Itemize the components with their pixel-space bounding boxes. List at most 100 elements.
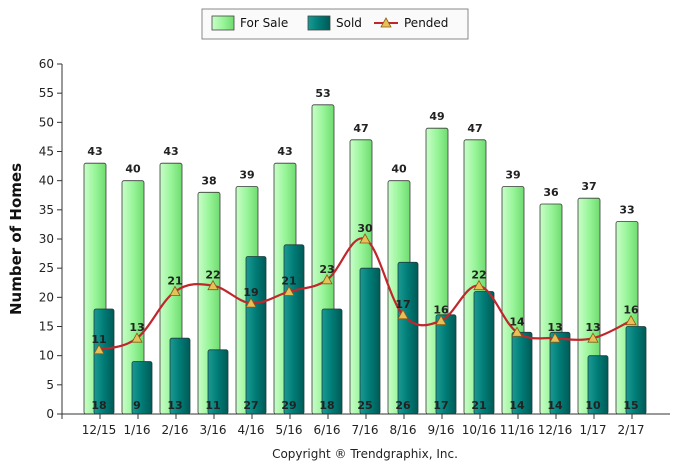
sold-value-label: 29 [281, 399, 296, 412]
pended-point [511, 326, 523, 337]
legend: For Sale Sold Pended [201, 8, 469, 40]
pended-point [473, 279, 485, 291]
y-tick-label: 40 [39, 174, 54, 188]
for-sale-value-label: 40 [125, 163, 141, 176]
y-tick-label: 55 [39, 86, 54, 100]
pended-point [587, 332, 599, 343]
y-tick-label: 35 [39, 203, 54, 217]
x-tick-label: 1/16 [124, 423, 151, 437]
pended-value-label: 19 [243, 286, 258, 299]
pended-point [283, 285, 295, 296]
for-sale-value-label: 39 [505, 169, 520, 182]
legend-label-sold: Sold [336, 16, 362, 30]
for-sale-value-label: 40 [391, 163, 407, 176]
y-tick-label: 25 [39, 261, 54, 275]
pended-value-label: 13 [129, 321, 144, 334]
pended-value-label: 21 [281, 275, 296, 288]
x-tick-label: 2/17 [618, 423, 645, 437]
pended-point [207, 279, 219, 291]
x-tick-label: 6/16 [314, 423, 341, 437]
x-tick-label: 4/16 [238, 423, 265, 437]
pended-value-label: 23 [319, 263, 334, 276]
pended-point [397, 309, 409, 320]
sold-value-label: 18 [319, 399, 334, 412]
x-tick-label: 10/16 [462, 423, 497, 437]
sold-value-label: 13 [167, 399, 182, 412]
legend-swatch-for-sale [211, 15, 235, 31]
sold-value-label: 27 [243, 399, 258, 412]
sold-bar [397, 261, 419, 415]
for-sale-value-label: 33 [619, 204, 634, 217]
pended-point [245, 297, 257, 308]
copyright-text: Copyright ® Trendgraphix, Inc. [272, 447, 458, 461]
sold-value-label: 15 [623, 399, 638, 412]
y-tick-label: 30 [39, 232, 54, 246]
sold-bar [473, 291, 495, 415]
for-sale-value-label: 37 [581, 180, 596, 193]
sold-value-label: 14 [509, 399, 525, 412]
pended-value-label: 22 [471, 269, 486, 282]
sold-value-label: 14 [547, 399, 563, 412]
pended-value-label: 21 [167, 275, 182, 288]
sold-bar [283, 244, 305, 415]
x-axis: 12/15 1/16 2/16 3/16 4/16 5/16 6/16 7/16 8/16 9/1… [61, 413, 670, 437]
sold-value-label: 26 [395, 399, 411, 412]
for-sale-value-label: 47 [353, 122, 368, 135]
for-sale-value-label: 43 [87, 145, 102, 158]
legend-swatch-sold [307, 15, 331, 31]
legend-box [201, 8, 469, 40]
pended-point [93, 344, 105, 355]
pended-point [169, 285, 181, 296]
sold-bars: 18 9 13 11 27 29 18 25 26 17 21 14 14 10 15 [91, 244, 647, 415]
y-axis: 0 5 10 15 20 25 30 35 40 45 50 55 60 [39, 57, 63, 421]
x-tick-label: 1/17 [580, 423, 607, 437]
pended-point [359, 233, 371, 244]
pended-value-label: 13 [547, 321, 562, 334]
y-tick-label: 20 [39, 290, 54, 304]
y-tick-label: 45 [39, 145, 54, 159]
x-tick-label: 9/16 [428, 423, 455, 437]
x-tick-label: 7/16 [352, 423, 379, 437]
for-sale-value-label: 53 [315, 87, 330, 100]
pended-value-label: 17 [395, 298, 410, 311]
sold-value-label: 17 [433, 399, 448, 412]
legend-label-for-sale: For Sale [240, 16, 288, 30]
for-sale-value-label: 43 [277, 145, 292, 158]
y-tick-label: 0 [46, 407, 54, 421]
pended-point [321, 274, 333, 285]
y-axis-label: Number of Homes [7, 163, 25, 315]
x-tick-label: 12/16 [538, 423, 573, 437]
pended-value-label: 14 [509, 315, 525, 328]
sold-value-label: 18 [91, 399, 106, 412]
pended-point [435, 314, 447, 326]
pended-value-label: 30 [357, 222, 373, 235]
pended-value-label: 16 [433, 304, 449, 317]
y-tick-label: 60 [39, 57, 54, 71]
pended-point [131, 332, 143, 343]
y-tick-label: 15 [39, 320, 54, 334]
y-tick-label: 5 [46, 378, 54, 392]
sold-value-label: 25 [357, 399, 372, 412]
legend-label-pended: Pended [404, 16, 448, 30]
for-sale-value-label: 39 [239, 169, 254, 182]
for-sale-value-label: 49 [429, 110, 444, 123]
sold-value-label: 9 [133, 399, 141, 412]
x-tick-label: 3/16 [200, 423, 227, 437]
x-tick-label: 5/16 [276, 423, 303, 437]
x-tick-label: 2/16 [162, 423, 189, 437]
x-tick-label: 11/16 [500, 423, 535, 437]
pended-value-label: 11 [91, 333, 106, 346]
y-tick-label: 10 [39, 349, 54, 363]
sold-bar [359, 267, 381, 415]
sold-value-label: 21 [471, 399, 486, 412]
for-sale-value-label: 43 [163, 145, 178, 158]
pended-point [625, 314, 637, 326]
pended-value-label: 22 [205, 269, 220, 282]
sold-value-label: 11 [205, 399, 220, 412]
pended-value-label: 16 [623, 304, 639, 317]
for-sale-value-label: 47 [467, 122, 482, 135]
x-tick-label: 8/16 [390, 423, 417, 437]
pended-line: 11 13 21 22 19 21 23 30 17 16 22 14 13 13 16 [91, 222, 639, 355]
pended-value-label: 13 [585, 321, 600, 334]
